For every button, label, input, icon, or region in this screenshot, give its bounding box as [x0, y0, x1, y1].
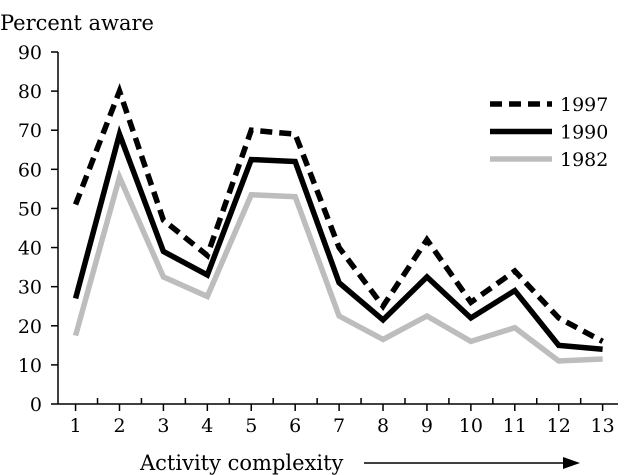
x-tick-label: 5 [245, 415, 257, 437]
y-tick-label: 30 [18, 277, 42, 299]
x-axis-arrow [364, 457, 580, 469]
x-tick-label: 9 [421, 415, 433, 437]
legend-label-1982: 1982 [560, 149, 608, 171]
y-tick-label: 90 [18, 42, 42, 64]
y-tick-label: 70 [18, 120, 42, 142]
legend: 1997 1990 1982 [490, 94, 608, 171]
series-1982-line [72, 168, 603, 364]
y-tick-label: 0 [30, 394, 42, 416]
y-tick-label: 60 [18, 159, 42, 181]
x-tick-label: 1 [70, 415, 82, 437]
y-tick-label: 20 [18, 316, 42, 338]
x-tick-label: 6 [289, 415, 301, 437]
x-tick-label: 3 [157, 415, 169, 437]
y-tick-label: 10 [18, 355, 42, 377]
x-tick-label: 4 [201, 415, 213, 437]
x-tick-label: 11 [503, 415, 527, 437]
y-tick-label: 40 [18, 238, 42, 260]
series-layer [72, 83, 604, 364]
x-tick-label: 12 [547, 415, 571, 437]
legend-label-1990: 1990 [560, 122, 608, 144]
x-axis-title: Activity complexity [139, 451, 344, 475]
y-tick-label: 50 [18, 198, 42, 220]
y-tick-label: 80 [18, 81, 42, 103]
x-tick-label: 10 [459, 415, 483, 437]
x-tick-label: 7 [333, 415, 345, 437]
y-axis-title: Percent aware [0, 11, 154, 35]
x-tick-label: 2 [113, 415, 125, 437]
legend-label-1997: 1997 [560, 94, 608, 116]
x-tick-label: 8 [377, 415, 389, 437]
x-tick-label: 13 [591, 415, 615, 437]
